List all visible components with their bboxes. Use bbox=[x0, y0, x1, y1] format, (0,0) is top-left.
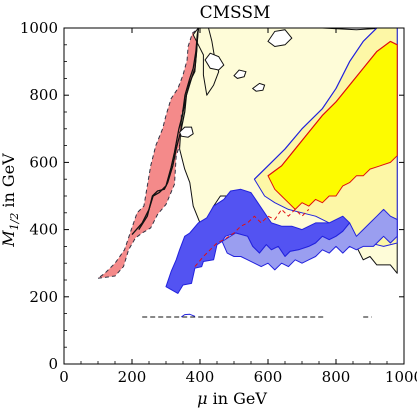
y-axis: 0 200 400 600 800 1000 bbox=[20, 19, 404, 373]
y-tick-label: 200 bbox=[29, 288, 58, 306]
y-tick-label: 0 bbox=[48, 355, 58, 373]
y-axis-label-unit: in GeV bbox=[0, 153, 18, 213]
x-tick-label: 1000 bbox=[385, 368, 417, 386]
y-axis-label-main: M bbox=[0, 230, 18, 248]
y-tick-label: 600 bbox=[29, 153, 58, 171]
island-mid bbox=[251, 82, 266, 92]
x-tick-label: 200 bbox=[118, 368, 147, 386]
island-low bbox=[179, 126, 194, 138]
x-tick-label: 0 bbox=[59, 368, 69, 386]
red-line-upper bbox=[267, 40, 398, 177]
y-axis-label-sub: 1/2 bbox=[8, 213, 21, 231]
y-tick-label: 1000 bbox=[20, 19, 58, 37]
x-axis-label: μ in GeV bbox=[197, 389, 267, 408]
light-blue-region bbox=[221, 208, 398, 271]
small-blue-bump-line bbox=[181, 313, 196, 318]
lines-layer bbox=[131, 28, 398, 318]
x-tick-label: 800 bbox=[322, 368, 351, 386]
red-dashed-line bbox=[194, 208, 310, 267]
x-tick-label: 400 bbox=[186, 368, 215, 386]
y-tick-label: 800 bbox=[29, 86, 58, 104]
island-top bbox=[267, 29, 293, 48]
island-left-2 bbox=[233, 69, 247, 79]
y-axis-label: M1/2 in GeV bbox=[0, 153, 21, 248]
regions-layer bbox=[97, 28, 398, 294]
x-axis: 0 200 400 600 800 1000 bbox=[59, 28, 417, 386]
island-left-1 bbox=[204, 52, 225, 71]
x-axis-label-unit: in GeV bbox=[208, 389, 268, 408]
x-tick-label: 600 bbox=[254, 368, 283, 386]
x-axis-label-symbol: μ bbox=[197, 389, 207, 408]
dark-boundary-line-2 bbox=[131, 28, 200, 236]
y-tick-label: 400 bbox=[29, 221, 58, 239]
islands-layer bbox=[179, 29, 293, 138]
blue-line-upper bbox=[254, 28, 378, 180]
chart-title: CMSSM bbox=[200, 3, 271, 23]
dark-boundary-line bbox=[138, 28, 199, 230]
pink-region bbox=[97, 28, 200, 279]
plot-area bbox=[63, 27, 405, 365]
